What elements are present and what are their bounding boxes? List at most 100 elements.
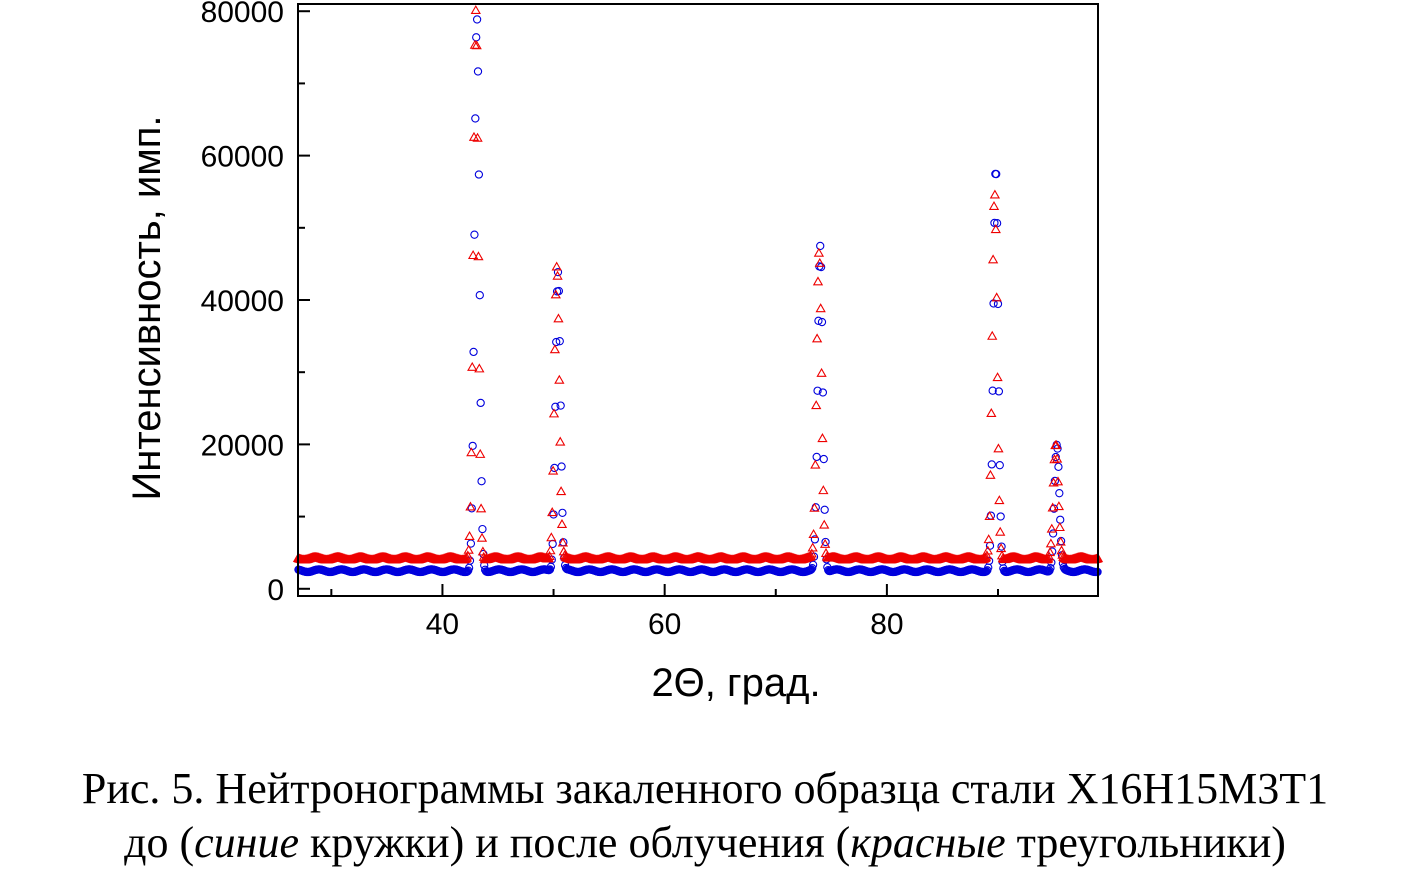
- data-point: [547, 507, 558, 517]
- data-point: [992, 372, 1003, 382]
- data-point: [466, 539, 476, 548]
- data-point: [808, 563, 817, 573]
- data-point: [471, 114, 480, 123]
- data-point: [1049, 454, 1060, 464]
- data-point: [471, 40, 482, 50]
- data-point: [476, 532, 488, 542]
- data-point: [1046, 563, 1055, 573]
- data-point: [813, 247, 825, 257]
- data-point: [557, 537, 569, 547]
- data-point: [807, 542, 818, 552]
- data-point: [812, 276, 824, 286]
- chart-background: [126, 0, 1126, 705]
- x-axis-ticks: 40 60 80: [330, 584, 999, 641]
- data-point: [467, 250, 479, 260]
- data-point: [464, 530, 475, 540]
- data-point: [553, 267, 563, 277]
- data-point: [478, 524, 487, 534]
- figure-caption-line1: Рис. 5. Нейтронограммы закаленного образ…: [81, 764, 1329, 813]
- data-point: [476, 398, 485, 408]
- data-point: [472, 15, 482, 24]
- data-point: [993, 443, 1004, 453]
- y-axis-ticks: 0 20000 40000 60000 80000: [201, 0, 310, 607]
- data-point: [468, 441, 477, 451]
- data-point: [474, 363, 485, 373]
- data-point: [982, 545, 993, 555]
- data-point: [994, 387, 1004, 396]
- data-point: [1051, 453, 1063, 463]
- data-point: [558, 508, 567, 517]
- data-point: [1055, 536, 1066, 546]
- data-point: [807, 565, 816, 574]
- data-point: [817, 317, 827, 327]
- data-point: [816, 241, 825, 251]
- data-point: [988, 201, 1000, 211]
- data-point: [990, 224, 1001, 234]
- data-point: [556, 518, 568, 528]
- data-point: [810, 535, 820, 544]
- data-point: [475, 448, 486, 458]
- data-point: [473, 67, 483, 76]
- y-tick-label: 60000: [201, 141, 284, 174]
- data-point: [1053, 501, 1065, 511]
- data-point: [557, 462, 566, 471]
- data-point: [549, 344, 561, 354]
- data-point: [465, 501, 476, 511]
- data-point: [550, 289, 561, 299]
- data-point: [1054, 522, 1065, 532]
- data-point: [987, 254, 999, 264]
- blue-circle-series: [294, 15, 1102, 577]
- y-axis-title: Интенсивность, имп.: [125, 116, 169, 501]
- data-point: [809, 502, 820, 512]
- data-point: [995, 526, 1006, 536]
- data-point: [1046, 523, 1057, 533]
- data-point: [555, 486, 567, 496]
- data-point: [1048, 529, 1058, 538]
- data-point: [986, 407, 997, 417]
- data-point: [473, 251, 484, 261]
- plot-frame: [297, 3, 1099, 597]
- data-point: [995, 461, 1004, 470]
- data-point: [556, 401, 565, 410]
- data-point: [811, 400, 822, 410]
- data-point: [996, 512, 1005, 521]
- data-point: [477, 477, 486, 486]
- caption-text: кружки) и после облучения (: [299, 818, 851, 867]
- data-point: [815, 303, 826, 313]
- data-point: [813, 386, 822, 395]
- data-point: [1044, 547, 1056, 557]
- data-point: [546, 532, 557, 542]
- data-point: [987, 460, 996, 469]
- y-tick-label: 0: [267, 574, 284, 607]
- data-series: [292, 4, 1104, 577]
- data-point: [552, 270, 563, 280]
- data-point: [470, 4, 481, 14]
- data-point: [983, 534, 994, 544]
- y-tick-label: 40000: [201, 285, 284, 318]
- data-point: [472, 33, 481, 42]
- data-point: [817, 433, 828, 443]
- data-point: [816, 262, 826, 272]
- red-triangle-series: [292, 4, 1104, 564]
- data-point: [463, 544, 474, 554]
- data-point: [472, 132, 483, 142]
- data-point: [819, 519, 830, 529]
- data-point: [820, 505, 829, 514]
- data-point: [1056, 545, 1067, 555]
- data-point: [554, 374, 565, 384]
- data-point: [816, 367, 827, 377]
- data-point: [811, 333, 823, 343]
- data-point: [470, 230, 479, 239]
- data-point: [819, 454, 828, 464]
- data-point: [818, 388, 828, 397]
- data-point: [987, 330, 998, 340]
- data-point: [462, 550, 473, 560]
- data-point: [814, 316, 823, 325]
- data-point: [545, 545, 556, 555]
- data-point: [1051, 439, 1062, 449]
- data-point: [555, 337, 564, 346]
- data-point: [547, 465, 559, 475]
- data-point: [551, 261, 562, 271]
- data-point: [810, 459, 821, 469]
- neutron-diffraction-chart: 0 20000 40000 60000 80000 40 60 80 2Θ, град. И…: [125, 0, 1126, 705]
